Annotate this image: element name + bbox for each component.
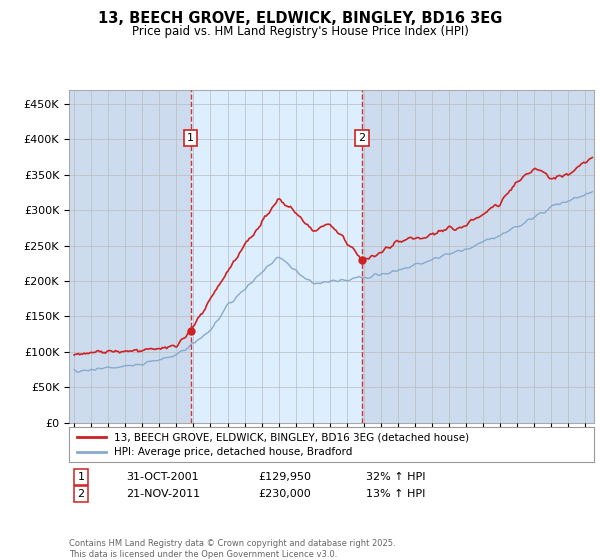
Text: HPI: Average price, detached house, Bradford: HPI: Average price, detached house, Brad… bbox=[113, 447, 352, 458]
Text: £129,950: £129,950 bbox=[258, 472, 311, 482]
Bar bbox=[191, 90, 362, 423]
Text: Contains HM Land Registry data © Crown copyright and database right 2025.
This d: Contains HM Land Registry data © Crown c… bbox=[69, 539, 395, 559]
Text: 13, BEECH GROVE, ELDWICK, BINGLEY, BD16 3EG: 13, BEECH GROVE, ELDWICK, BINGLEY, BD16 … bbox=[98, 11, 502, 26]
Text: Price paid vs. HM Land Registry's House Price Index (HPI): Price paid vs. HM Land Registry's House … bbox=[131, 25, 469, 38]
Text: £230,000: £230,000 bbox=[258, 489, 311, 499]
Text: 1: 1 bbox=[77, 472, 85, 482]
Text: 2: 2 bbox=[359, 133, 366, 143]
Text: 31-OCT-2001: 31-OCT-2001 bbox=[126, 472, 199, 482]
Text: 2: 2 bbox=[77, 489, 85, 499]
Text: 21-NOV-2011: 21-NOV-2011 bbox=[126, 489, 200, 499]
Text: 1: 1 bbox=[187, 133, 194, 143]
Text: 13% ↑ HPI: 13% ↑ HPI bbox=[366, 489, 425, 499]
Text: 13, BEECH GROVE, ELDWICK, BINGLEY, BD16 3EG (detached house): 13, BEECH GROVE, ELDWICK, BINGLEY, BD16 … bbox=[113, 432, 469, 442]
Text: 32% ↑ HPI: 32% ↑ HPI bbox=[366, 472, 425, 482]
